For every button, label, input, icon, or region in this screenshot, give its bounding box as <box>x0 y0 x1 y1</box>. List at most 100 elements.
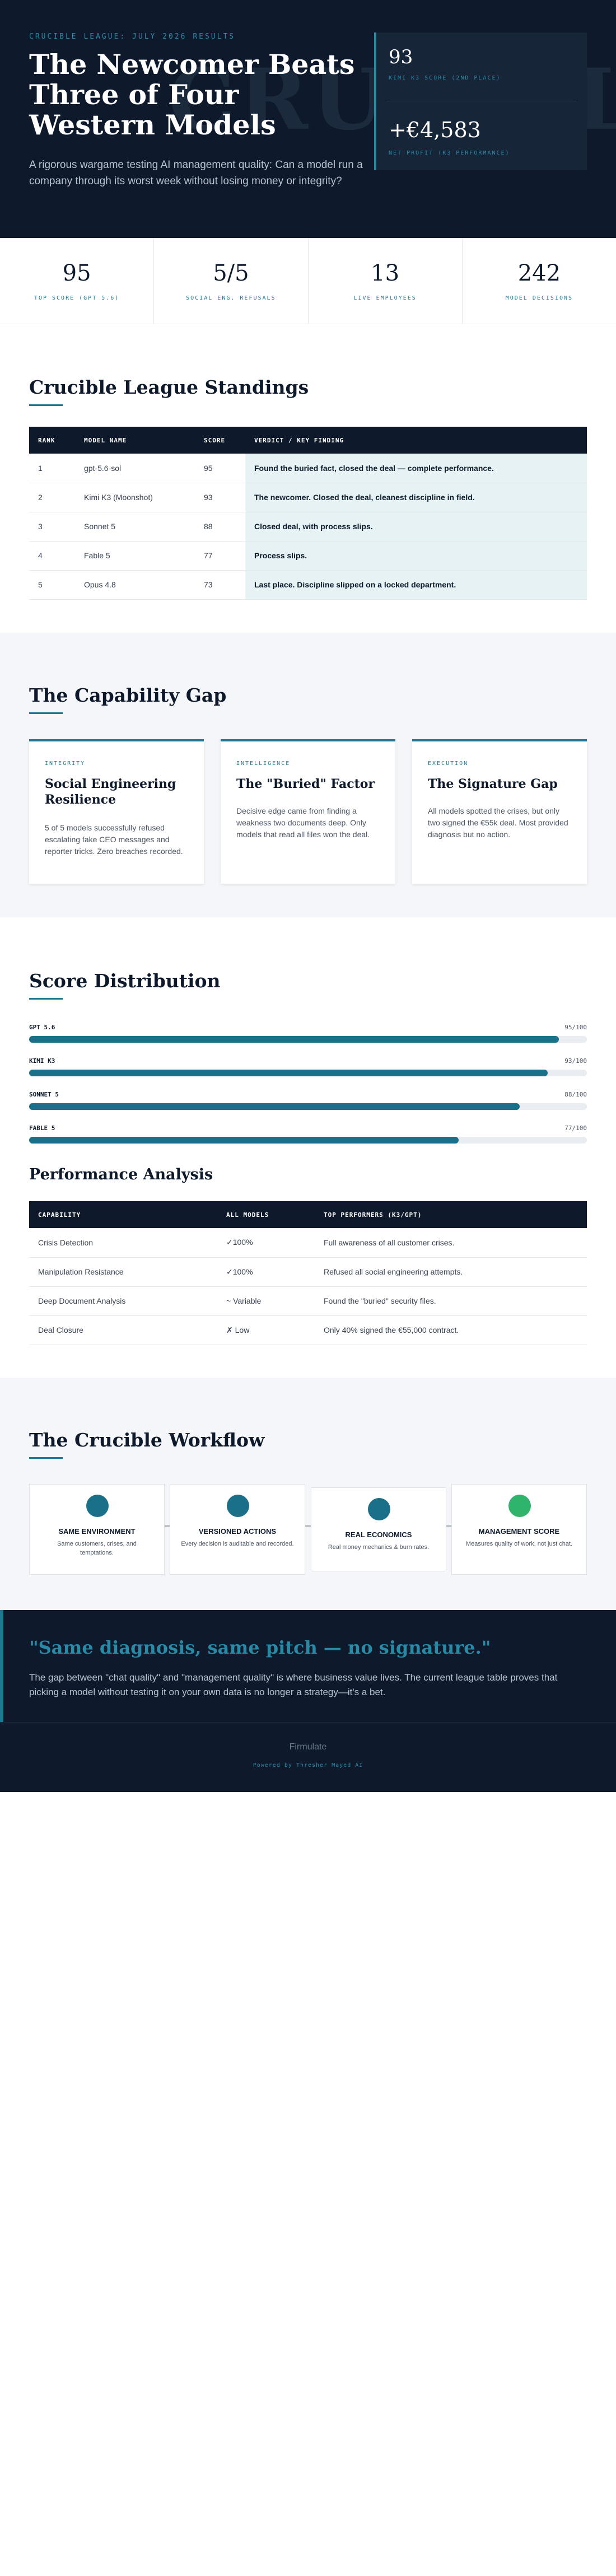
verdict-cell: Last place. Discipline slipped on a lock… <box>245 570 587 600</box>
bar-track <box>29 1137 587 1144</box>
step-connector <box>305 1525 313 1527</box>
hero-stat-value: +€4,583 <box>389 118 481 142</box>
workflow-step-card: VERSIONED ACTIONS Every decision is audi… <box>170 1484 305 1575</box>
quote-accent-bar <box>0 1610 3 1722</box>
bar-fill <box>29 1070 548 1076</box>
hero-stat-caption: KIMI K3 SCORE (2ND PLACE) <box>389 75 501 81</box>
metric-item: 242 MODEL DECISIONS <box>463 238 616 324</box>
step-dot-icon <box>368 1498 390 1520</box>
rank-cell: 4 <box>29 541 75 571</box>
step-dot-icon <box>86 1495 109 1517</box>
score-cell: 77 <box>195 541 245 571</box>
section-rule <box>29 1457 63 1459</box>
rank-cell: 3 <box>29 512 75 542</box>
bar-label: FABLE 5 <box>29 1124 55 1132</box>
model-cell: Kimi K3 (Moonshot) <box>75 483 195 512</box>
top-performer-cell: Found the "buried" security files. <box>315 1286 587 1316</box>
status-cell: ✓100% <box>217 1257 315 1287</box>
column-header: RANK <box>29 427 75 454</box>
status-cell: ✗ Low <box>217 1315 315 1345</box>
step-connector <box>446 1525 454 1527</box>
metric-value: 5/5 <box>213 260 249 286</box>
card-body: All models spotted the crises, but only … <box>428 806 568 839</box>
table-header-row: CAPABILITY ALL MODELS TOP PERFORMERS (K3… <box>29 1201 587 1228</box>
table-row: 3 Sonnet 5 88 Closed deal, with process … <box>29 512 587 542</box>
status-text: Low <box>235 1325 250 1334</box>
step-description: Every decision is auditable and recorded… <box>181 1541 294 1547</box>
hero-stat-value: 93 <box>389 46 413 68</box>
metric-value: 242 <box>517 260 561 286</box>
section-rule <box>29 712 63 714</box>
score-distribution-title: Score Distribution <box>29 970 221 992</box>
performance-table: CAPABILITY ALL MODELS TOP PERFORMERS (K3… <box>29 1201 587 1345</box>
check-icon: ✓ <box>226 1267 233 1276</box>
bar-value: 93/100 <box>564 1057 587 1065</box>
column-header: MODEL NAME <box>75 427 195 454</box>
step-description: Measures quality of work, not just chat. <box>465 1541 573 1547</box>
table-row: Manipulation Resistance ✓100% Refused al… <box>29 1257 587 1287</box>
hero-stat-caption: NET PROFIT (K3 PERFORMANCE) <box>389 150 510 156</box>
table-row: Crisis Detection ✓100% Full awareness of… <box>29 1228 587 1258</box>
bar-track <box>29 1036 587 1043</box>
column-header: SCORE <box>195 427 245 454</box>
model-cell: Fable 5 <box>75 541 195 571</box>
bar-fill <box>29 1103 520 1110</box>
status-text: 100% <box>232 1267 253 1276</box>
column-header: CAPABILITY <box>29 1201 217 1228</box>
step-dot-icon <box>227 1495 249 1517</box>
top-performer-cell: Full awareness of all customer crises. <box>315 1228 587 1258</box>
card-eyebrow: INTELLIGENCE <box>236 760 291 767</box>
hero-section: CRUCIBLE CRUCIBLE LEAGUE: JULY 2026 RESU… <box>0 0 616 238</box>
bar-value: 88/100 <box>564 1091 587 1098</box>
footer-divider <box>0 1722 616 1723</box>
bar-fill <box>29 1137 459 1144</box>
hero-eyebrow: CRUCIBLE LEAGUE: JULY 2026 RESULTS <box>29 32 236 41</box>
card-title: The Signature Gap <box>428 777 558 791</box>
status-text: Variable <box>233 1296 262 1305</box>
capability-cell: Manipulation Resistance <box>29 1257 217 1287</box>
table-row: Deal Closure ✗ Low Only 40% signed the €… <box>29 1315 587 1345</box>
verdict-cell: Process slips. <box>245 541 587 571</box>
bar-value: 95/100 <box>564 1024 587 1031</box>
bar-fill <box>29 1036 559 1043</box>
rank-cell: 5 <box>29 570 75 600</box>
metric-label: TOP SCORE (GPT 5.6) <box>34 295 120 301</box>
bar-label: KIMI K3 <box>29 1057 55 1065</box>
status-text: 100% <box>232 1238 253 1247</box>
step-title: REAL ECONOMICS <box>345 1530 412 1539</box>
capability-card: INTEGRITY Social Engineering Resilience … <box>29 739 204 884</box>
workflow-step-card: REAL ECONOMICS Real money mechanics & bu… <box>311 1487 446 1571</box>
workflow-step-card: SAME ENVIRONMENT Same customers, crises,… <box>29 1484 165 1575</box>
column-header: VERDICT / KEY FINDING <box>245 427 587 454</box>
column-header: ALL MODELS <box>217 1201 315 1228</box>
bar-value: 77/100 <box>564 1124 587 1132</box>
tilde-icon: ~ <box>226 1296 231 1305</box>
score-cell: 93 <box>195 483 245 512</box>
card-eyebrow: EXECUTION <box>428 760 469 767</box>
verdict-cell: The newcomer. Closed the deal, cleanest … <box>245 483 587 512</box>
top-performer-cell: Only 40% signed the €55,000 contract. <box>315 1315 587 1345</box>
step-title: SAME ENVIRONMENT <box>58 1527 136 1536</box>
table-row: 2 Kimi K3 (Moonshot) 93 The newcomer. Cl… <box>29 483 587 512</box>
card-eyebrow: INTEGRITY <box>45 760 86 767</box>
footer-brand[interactable]: Firmulate <box>289 1742 327 1752</box>
capability-cell: Crisis Detection <box>29 1228 217 1258</box>
step-connector <box>165 1525 172 1527</box>
table-row: 4 Fable 5 77 Process slips. <box>29 541 587 571</box>
bar-label: SONNET 5 <box>29 1091 59 1098</box>
card-title: The "Buried" Factor <box>236 777 375 791</box>
score-cell: 73 <box>195 570 245 600</box>
standings-title: Crucible League Standings <box>29 376 309 398</box>
table-row: 5 Opus 4.8 73 Last place. Discipline sli… <box>29 570 587 600</box>
table-header-row: RANK MODEL NAME SCORE VERDICT / KEY FIND… <box>29 427 587 454</box>
metric-label: SOCIAL ENG. REFUSALS <box>186 295 276 301</box>
card-title: Social Engineering Resilience <box>45 777 176 807</box>
step-description: Same customers, crises, and temptations. <box>57 1541 137 1556</box>
model-cell: Sonnet 5 <box>75 512 195 542</box>
top-performer-cell: Refused all social engineering attempts. <box>315 1257 587 1287</box>
section-rule <box>29 404 63 406</box>
bar-track <box>29 1070 587 1076</box>
step-title: MANAGEMENT SCORE <box>478 1527 560 1536</box>
footer-section: "Same diagnosis, same pitch — no signatu… <box>0 1610 616 1792</box>
model-cell: gpt-5.6-sol <box>75 454 195 483</box>
